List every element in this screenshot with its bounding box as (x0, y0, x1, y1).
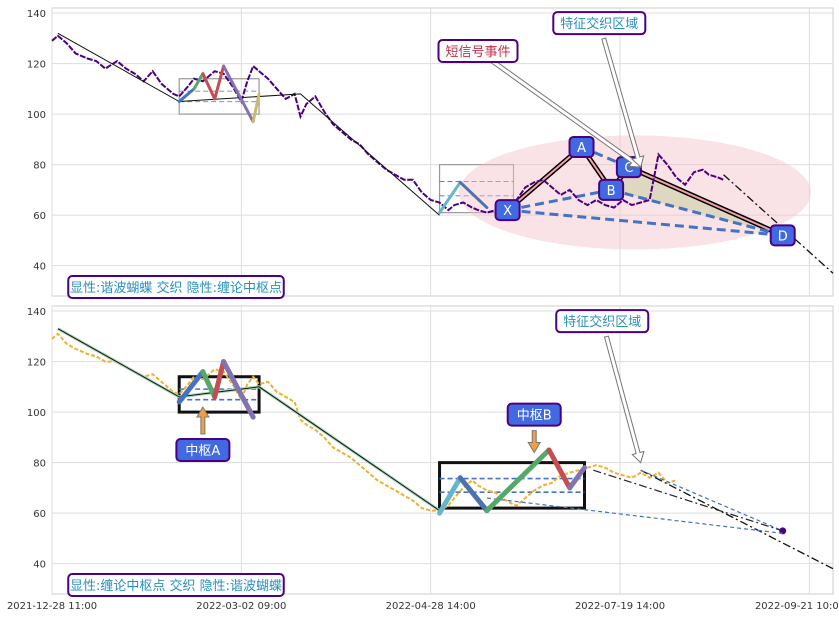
panel1-legend-text: 显性:缠论中枢点 交织 隐性:谐波蝴蝶 (70, 578, 282, 594)
panel0-zigzag-segment (213, 64, 226, 101)
panel1-zigzag-segment (484, 447, 552, 514)
panel1-ytick-label: 120 (27, 358, 46, 369)
panel1-frame (51, 305, 834, 595)
panel1-annotation-1: 中枢B (506, 402, 562, 427)
panel1-projection (640, 469, 834, 570)
panel1-zigzag-segment (546, 447, 573, 491)
panel1-annotation-1-frame (506, 402, 562, 427)
harmonic-point-box (598, 178, 625, 201)
panel1-zigzag-segment (567, 465, 587, 491)
panel1-annotation-1-text: 中枢B (517, 409, 552, 424)
forecast-lower-dashed (486, 497, 783, 534)
harmonic-dashed-leg (507, 188, 612, 212)
harmonic-dashed-leg (610, 188, 784, 237)
harmonic-point-box (568, 135, 595, 158)
panel1-annotation-0-text: 中枢A (185, 444, 220, 459)
harmonic-point-label: A (577, 141, 586, 156)
panel1-ytick-label: 80 (33, 459, 46, 470)
harmonic-point-a: A (568, 135, 595, 158)
panel0-center-box (438, 164, 515, 214)
x-tick-label: 2021-12-28 11:00 (7, 601, 97, 612)
panel0-ytick-label: 120 (27, 60, 46, 71)
harmonic-point-label: C (624, 161, 633, 176)
panel0-ytick-label: 40 (33, 262, 46, 273)
panel1-annotation-arrow (603, 335, 645, 464)
panel0-annotation-0-text: 短信号事件 (445, 45, 510, 60)
panel1-zigzag-segment (221, 359, 256, 420)
panel0-annotation-arrow (601, 37, 645, 169)
panel0-ytick-label: 60 (33, 211, 46, 222)
panel1-zigzag-segment (457, 475, 490, 514)
panel0-zigzag-segment (251, 92, 261, 124)
panel0-zigzag-segment (222, 64, 255, 124)
panel1-price-series (51, 332, 677, 512)
panel1-ytick-label: 100 (27, 408, 46, 419)
forecast-dashdot (593, 469, 783, 532)
harmonic-point-box (769, 224, 796, 247)
panel1-annotation-2: 特征交织区域 (555, 309, 650, 334)
panel0-annotation-1-frame (552, 11, 647, 36)
panel1-annotation-arrow (527, 430, 542, 454)
panel1-legend: 显性:缠论中枢点 交织 隐性:谐波蝴蝶 (67, 573, 285, 597)
panel1-ytick-label: 140 (27, 307, 46, 318)
panel0-legend: 显性:谐波蝴蝶 交织 隐性:缠论中枢点 (67, 275, 285, 299)
panel1-center-box (438, 461, 586, 510)
panel1-zigzag-segment (437, 475, 463, 516)
panel1-zigzag-segment (212, 359, 227, 400)
harmonic-point-d: D (769, 224, 796, 247)
panel0-zigzag-segment (458, 180, 489, 210)
panel0-annotation-1: 特征交织区域 (552, 11, 647, 36)
panel1-ytick-label: 40 (33, 560, 46, 571)
harmonic-point-x: X (494, 199, 521, 222)
panel1-legend-frame (67, 573, 285, 597)
x-tick-label: 2022-09-21 10:00 (755, 601, 839, 612)
forecast-dashed (640, 469, 783, 532)
panel0-zigzag-segment (177, 87, 196, 103)
harmonic-dashed-leg (507, 208, 783, 237)
x-tick-label: 2022-04-28 14:00 (386, 601, 476, 612)
panel1-zigzag-segment (200, 369, 218, 400)
panel1-annotation-2-text: 特征交织区域 (563, 314, 641, 330)
panel0-annotation-0-frame (437, 38, 519, 63)
panel0-zigzag-segment (438, 180, 462, 215)
panel1-ytick-label: 60 (33, 509, 46, 520)
x-tick-label: 2022-07-19 14:00 (575, 601, 665, 612)
panel1-annotation-0-frame (175, 438, 231, 462)
panel0-legend-frame (67, 275, 285, 299)
panel1-annotation-arrow (195, 406, 210, 435)
panel1-trend-line-core (57, 328, 440, 512)
panel0-zigzag-segment (201, 72, 217, 101)
harmonic-point-label: X (503, 204, 512, 219)
harmonic-point-label: B (607, 184, 616, 199)
panel1-annotation-2-frame (555, 309, 650, 334)
harmonic-point-box (494, 199, 521, 222)
panel0-annotation-1-text: 特征交织区域 (560, 16, 638, 32)
panel0-legend-text: 显性:谐波蝴蝶 交织 隐性:缠论中枢点 (70, 280, 282, 296)
panel0-ytick-label: 140 (27, 9, 46, 20)
panel1-annotation-0: 中枢A (175, 438, 231, 462)
panel0-annotation-0: 短信号事件 (437, 38, 519, 63)
harmonic-point-label: D (778, 229, 788, 244)
panel0-ytick-label: 100 (27, 110, 46, 121)
panel1-zigzag-segment (176, 369, 206, 405)
x-tick-label: 2022-03-02 09:00 (196, 601, 286, 612)
panel0-ytick-label: 80 (33, 161, 46, 172)
harmonic-point-b: B (598, 178, 625, 201)
panel0-zigzag-segment (192, 72, 205, 91)
